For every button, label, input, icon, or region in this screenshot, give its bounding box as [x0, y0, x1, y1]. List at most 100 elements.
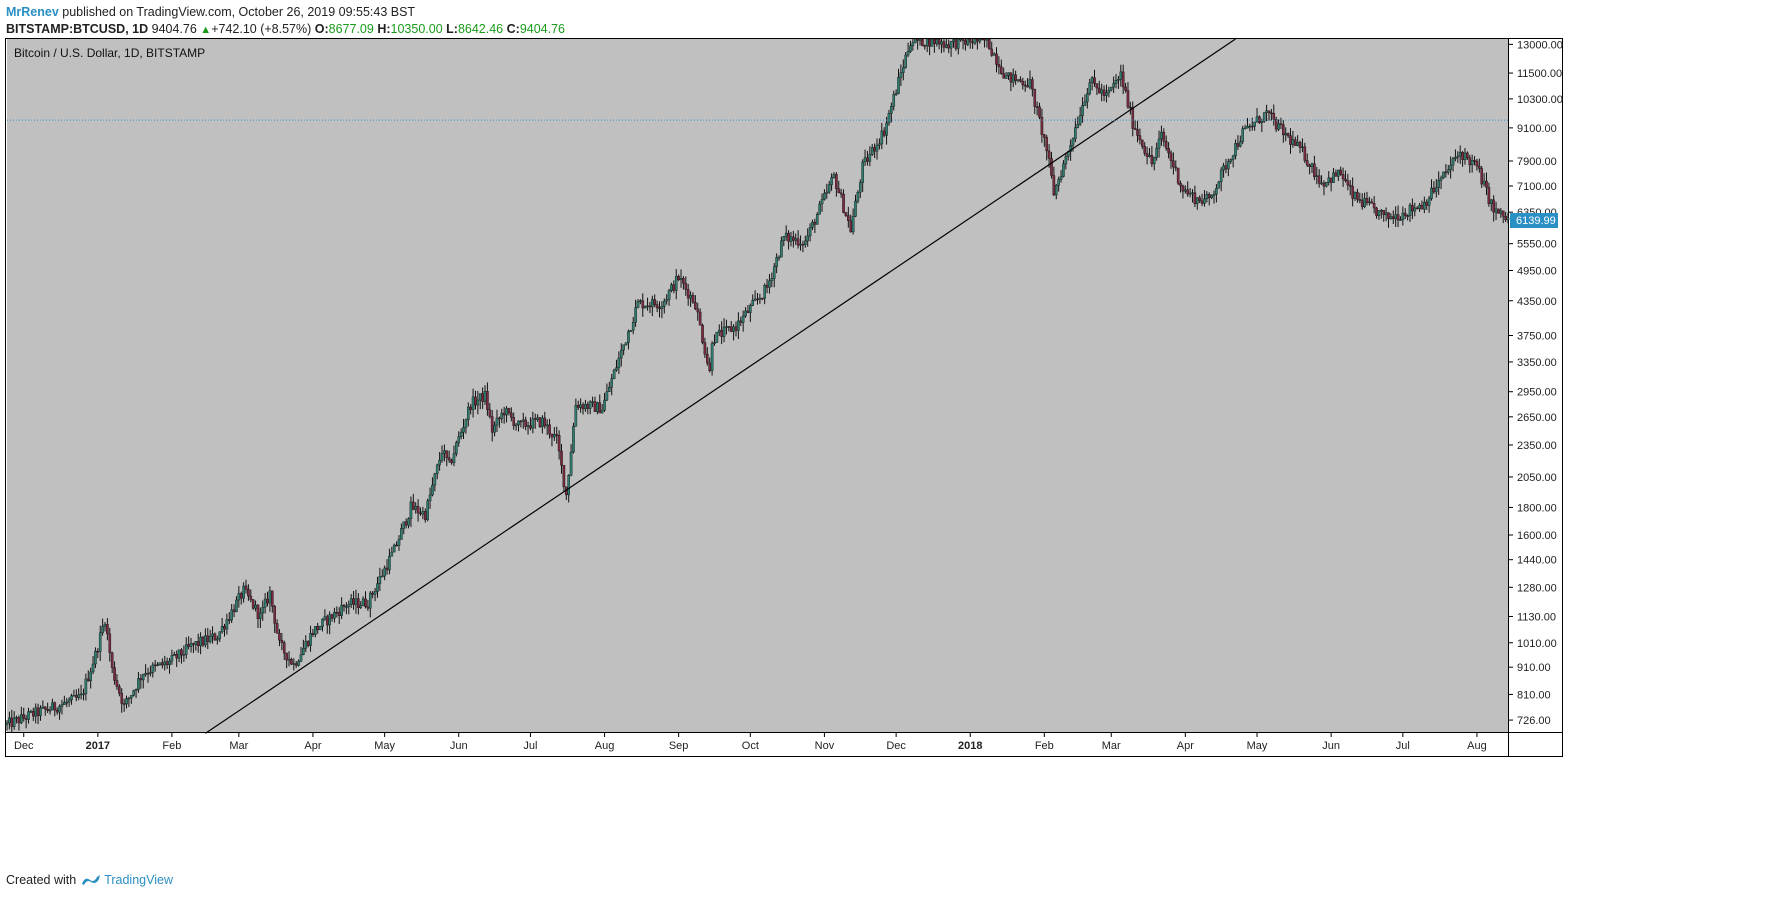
- time-tick-label: Aug: [595, 740, 615, 752]
- candle-body: [610, 378, 614, 388]
- candle-body: [1470, 160, 1474, 166]
- candle-body: [1176, 167, 1180, 184]
- candle: [1470, 154, 1474, 173]
- candle-body: [1286, 133, 1290, 136]
- tradingview-link[interactable]: TradingView: [80, 873, 173, 887]
- candle: [1253, 121, 1256, 131]
- candle-body: [187, 644, 190, 647]
- candle-body: [818, 203, 821, 215]
- candle: [1344, 170, 1347, 183]
- time-axis[interactable]: Dec 2017 Feb Mar Apr May Jun Jul Aug Sep Oct Nov Dec…: [14, 732, 1487, 752]
- candle: [65, 697, 69, 708]
- candle-body: [1337, 169, 1340, 177]
- candle-body: [352, 598, 355, 605]
- candle-body: [1100, 89, 1103, 94]
- candle-body: [31, 711, 35, 717]
- candle-body: [591, 401, 594, 403]
- candle-body: [1145, 153, 1149, 157]
- candle: [170, 649, 174, 665]
- candle-body: [732, 326, 735, 332]
- candle: [1143, 142, 1147, 156]
- candle-body: [913, 38, 917, 44]
- candle-body: [89, 671, 92, 682]
- candle-body: [464, 419, 468, 428]
- candle-body: [1241, 128, 1244, 142]
- candle-body: [1267, 110, 1271, 114]
- candle-body: [794, 238, 798, 241]
- candle: [851, 208, 855, 235]
- candle-body: [596, 402, 599, 412]
- candle: [610, 374, 614, 396]
- candle-body: [378, 576, 382, 584]
- candle-body: [1356, 192, 1359, 200]
- candle-body: [43, 706, 47, 710]
- candle-body: [674, 276, 678, 291]
- candle-body: [608, 387, 611, 392]
- candle-body: [428, 494, 432, 502]
- candle: [455, 440, 458, 457]
- candle: [333, 607, 336, 623]
- candle-body: [973, 38, 977, 44]
- candle-body: [882, 130, 886, 136]
- candle: [1047, 144, 1051, 168]
- candle-body: [91, 663, 95, 673]
- candle-body: [529, 425, 532, 429]
- trendline[interactable]: [205, 38, 1236, 734]
- candle-body: [1088, 82, 1092, 94]
- candle-body: [46, 708, 49, 711]
- price-tick-label: 910.00: [1517, 662, 1551, 674]
- candle: [297, 659, 300, 667]
- price-axis[interactable]: 726.00 810.00 910.00 1010.00 1130.00 1280.00 1…: [1508, 39, 1563, 727]
- candle: [997, 56, 1001, 75]
- candle-body: [1475, 160, 1479, 167]
- candle: [1365, 191, 1369, 206]
- candle-body: [1439, 177, 1443, 181]
- candle: [847, 206, 850, 228]
- candle: [1141, 139, 1144, 150]
- candle-body: [211, 633, 214, 637]
- candle-body: [512, 417, 516, 426]
- candle-body: [22, 714, 26, 719]
- candle-body: [161, 662, 164, 666]
- candle: [660, 301, 664, 319]
- candle-body: [995, 53, 998, 65]
- candle-body: [1332, 172, 1335, 183]
- candle-body: [366, 606, 370, 609]
- candle: [392, 543, 396, 553]
- candle-body: [1360, 200, 1364, 207]
- candle: [636, 299, 640, 309]
- candle: [1043, 133, 1046, 147]
- candle: [53, 701, 57, 717]
- candle-body: [1028, 79, 1032, 88]
- author-link[interactable]: MrRenev: [6, 5, 59, 19]
- candle-body: [1105, 92, 1108, 96]
- candle: [433, 472, 437, 492]
- candle: [1348, 180, 1352, 196]
- candle: [1107, 86, 1111, 98]
- candle-body: [383, 567, 386, 577]
- candle: [634, 299, 637, 327]
- candle-body: [227, 619, 231, 621]
- candle-body: [1217, 181, 1221, 189]
- candle: [1260, 118, 1264, 133]
- candle-body: [1164, 141, 1168, 149]
- candle-body: [86, 678, 90, 682]
- plot-area[interactable]: [7, 39, 1508, 732]
- candle: [1124, 82, 1127, 93]
- time-tick-label: Apr: [1177, 740, 1194, 752]
- candle: [412, 493, 415, 511]
- candle-body: [1236, 143, 1240, 147]
- candle-body: [667, 290, 671, 300]
- candle: [555, 426, 559, 444]
- candle-body: [41, 706, 45, 709]
- candle-body: [1043, 134, 1046, 138]
- time-tick-label: Jun: [450, 740, 468, 752]
- candle: [20, 706, 23, 725]
- candle-body: [801, 243, 805, 246]
- candle-body: [1076, 123, 1080, 128]
- candle: [118, 684, 121, 697]
- price-tick-label: 13000.00: [1517, 39, 1563, 51]
- candle: [383, 565, 386, 581]
- candle: [1466, 151, 1469, 161]
